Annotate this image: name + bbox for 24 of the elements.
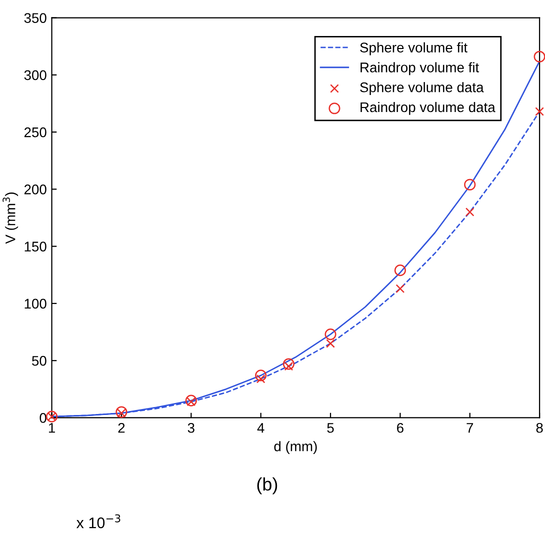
x-tick-label: 3 xyxy=(188,422,194,433)
y-tick-label: 300 xyxy=(24,70,46,80)
x-axis-title: d (mm) xyxy=(274,441,317,454)
x-tick-label: 7 xyxy=(466,423,474,433)
x-tick-label: 8 xyxy=(536,422,543,433)
x-tick-label: 2 xyxy=(118,422,125,433)
legend-label: Sphere volume data xyxy=(360,82,484,96)
y-tick-label: 100 xyxy=(24,298,46,309)
x-tick-label: 6 xyxy=(397,422,404,433)
y-tick-label: 0 xyxy=(40,413,46,423)
x-tick-label: 1 xyxy=(48,423,55,433)
y-tick-label: 200 xyxy=(24,184,46,194)
y-tick-label: 250 xyxy=(24,127,46,138)
text: (b) xyxy=(257,477,278,494)
legend-label: Raindrop volume data xyxy=(360,102,496,115)
y-tick-label: 350 xyxy=(24,13,46,23)
y-axis-title: V (mm$^{3}$) xyxy=(2,192,18,244)
text: x 10$^{−3}$ xyxy=(76,514,120,528)
legend-label: Raindrop volume fit xyxy=(360,62,480,76)
legend-label: Sphere volume fit xyxy=(360,42,468,56)
x-tick-label: 5 xyxy=(327,423,334,433)
y-tick-label: 150 xyxy=(24,242,46,252)
x-tick-label: 4 xyxy=(257,423,264,433)
y-tick-label: 50 xyxy=(32,356,46,366)
